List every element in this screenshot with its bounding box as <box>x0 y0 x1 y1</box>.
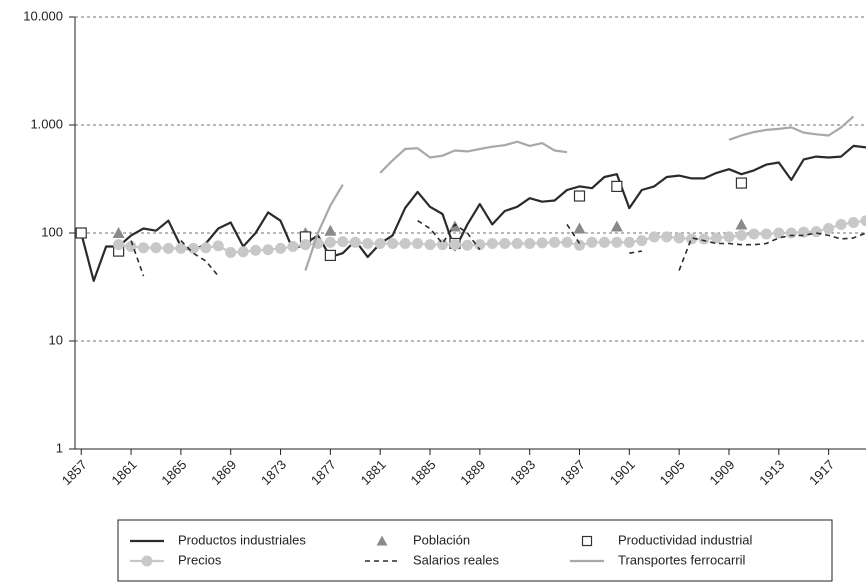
point-circle <box>142 556 153 567</box>
x-tick-label: 1889 <box>457 457 488 488</box>
point-circle <box>337 236 348 247</box>
point-circle <box>861 215 866 226</box>
point-circle <box>786 228 797 239</box>
point-circle <box>213 240 224 251</box>
series-line <box>81 146 866 281</box>
point-circle <box>524 238 535 249</box>
point-circle <box>412 238 423 249</box>
x-tick-label: 1865 <box>158 457 189 488</box>
point-circle <box>163 243 174 254</box>
point-circle <box>674 232 685 243</box>
point-triangle <box>449 220 461 231</box>
x-tick-label: 1893 <box>507 457 538 488</box>
point-circle <box>250 245 261 256</box>
x-tick-label: 1897 <box>557 457 588 488</box>
legend-label: Transportes ferrocarril <box>618 552 745 567</box>
point-circle <box>175 243 186 254</box>
point-circle <box>624 237 635 248</box>
y-tick-label: 1.000 <box>30 116 63 131</box>
point-circle <box>636 235 647 246</box>
point-circle <box>836 219 847 230</box>
point-circle <box>512 238 523 249</box>
point-circle <box>150 242 161 253</box>
point-circle <box>462 240 473 251</box>
point-circle <box>113 239 124 250</box>
legend-label: Población <box>413 532 470 547</box>
y-tick-label: 10 <box>49 332 63 347</box>
point-square <box>76 228 86 238</box>
point-circle <box>425 239 436 250</box>
point-circle <box>138 242 149 253</box>
point-circle <box>300 239 311 250</box>
point-circle <box>761 228 772 239</box>
point-circle <box>263 244 274 255</box>
x-tick-label: 1857 <box>59 457 90 488</box>
point-circle <box>574 240 585 251</box>
point-circle <box>599 237 610 248</box>
point-circle <box>848 217 859 228</box>
legend <box>118 520 832 581</box>
point-circle <box>287 241 298 252</box>
x-tick-label: 1873 <box>258 457 289 488</box>
point-circle <box>748 228 759 239</box>
point-circle <box>275 243 286 254</box>
point-circle <box>736 230 747 241</box>
y-tick-label: 10.000 <box>23 8 63 23</box>
point-triangle <box>113 227 125 238</box>
y-tick-label: 100 <box>41 224 63 239</box>
x-tick-label: 1913 <box>756 457 787 488</box>
point-circle <box>499 238 510 249</box>
x-tick-label: 1885 <box>408 457 439 488</box>
point-circle <box>375 238 386 249</box>
y-tick-label: 1 <box>56 440 63 455</box>
legend-label: Salarios reales <box>413 552 499 567</box>
legend-label: Productividad industrial <box>618 532 753 547</box>
x-tick-label: 1861 <box>109 457 140 488</box>
x-tick-label: 1881 <box>358 457 389 488</box>
point-circle <box>699 233 710 244</box>
point-square <box>325 250 335 260</box>
point-circle <box>649 231 660 242</box>
point-triangle <box>735 218 747 229</box>
point-circle <box>723 231 734 242</box>
point-circle <box>549 237 560 248</box>
point-circle <box>437 239 448 250</box>
legend-label: Productos industriales <box>178 532 306 547</box>
point-square <box>583 537 592 546</box>
point-circle <box>400 238 411 249</box>
x-tick-label: 1901 <box>607 457 638 488</box>
point-circle <box>350 237 361 248</box>
marks <box>75 116 866 281</box>
point-triangle <box>573 223 585 234</box>
point-circle <box>661 231 672 242</box>
point-circle <box>562 237 573 248</box>
x-tick-label: 1877 <box>308 457 339 488</box>
point-circle <box>537 237 548 248</box>
point-circle <box>362 238 373 249</box>
point-circle <box>611 237 622 248</box>
point-circle <box>823 223 834 234</box>
point-circle <box>449 239 460 250</box>
point-triangle <box>611 220 623 231</box>
point-circle <box>387 238 398 249</box>
x-tick-label: 1905 <box>657 457 688 488</box>
x-tick-label: 1917 <box>806 457 837 488</box>
point-circle <box>325 237 336 248</box>
x-tick-label: 1869 <box>208 457 239 488</box>
point-circle <box>238 246 249 257</box>
x-tick-label: 1909 <box>706 457 737 488</box>
point-circle <box>811 226 822 237</box>
point-circle <box>487 238 498 249</box>
point-square <box>574 191 584 201</box>
point-circle <box>200 242 211 253</box>
point-square <box>612 181 622 191</box>
point-circle <box>225 247 236 258</box>
point-square <box>736 178 746 188</box>
point-circle <box>586 237 597 248</box>
point-triangle <box>324 225 336 236</box>
legend-label: Precios <box>178 552 222 567</box>
